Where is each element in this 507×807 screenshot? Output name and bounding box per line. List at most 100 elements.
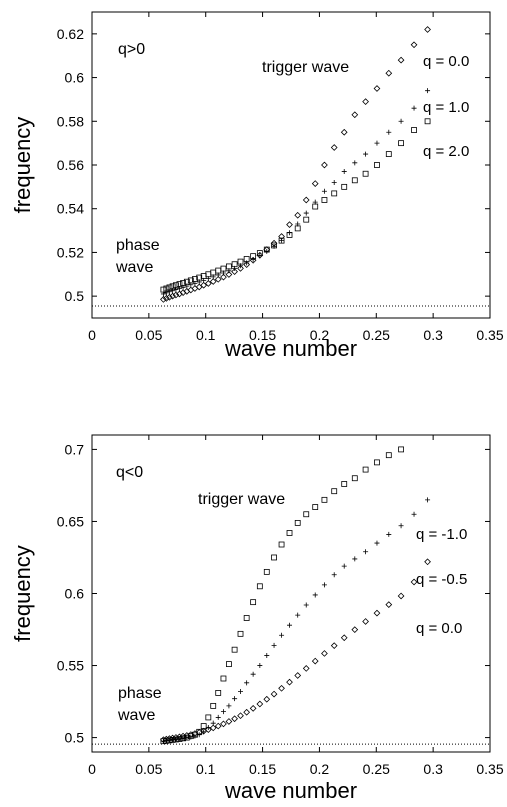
data-point-square xyxy=(398,446,404,453)
x-axis-title: wave number xyxy=(224,336,357,361)
chart-panel-q-positive: 0 0.05 0.1 0.15 0.2 0.25 0.3 0.35 0.5 0.52 0.54 0.5… xyxy=(10,11,504,361)
x-tick-label: 0.1 xyxy=(196,327,216,343)
data-point-diamond xyxy=(183,732,191,739)
plot-frame xyxy=(91,434,491,753)
x-tick-label: 0.3 xyxy=(423,761,443,777)
data-point-plus xyxy=(331,572,337,578)
data-point-square xyxy=(256,583,263,590)
data-point-plus xyxy=(331,179,337,185)
data-point-diamond xyxy=(160,736,167,744)
panel-label: q<0 xyxy=(116,464,143,481)
data-point-plus xyxy=(215,714,221,720)
data-point-square xyxy=(215,690,222,696)
y-tick-label: 0.65 xyxy=(57,513,84,529)
x-tick-label: 0.1 xyxy=(196,761,216,777)
y-tick-label: 0.52 xyxy=(57,244,84,260)
data-point-plus xyxy=(374,540,380,546)
data-point-square xyxy=(243,615,250,621)
data-point-square xyxy=(286,232,293,238)
data-point-square xyxy=(226,263,232,270)
data-point-plus xyxy=(411,511,417,517)
y-tick-label: 0.6 xyxy=(65,70,85,86)
data-point-square xyxy=(226,661,232,668)
data-point-diamond xyxy=(373,609,381,617)
data-point-square xyxy=(220,675,227,682)
x-tick-label: 0 xyxy=(88,761,96,777)
data-point-plus xyxy=(363,549,369,555)
data-point-diamond xyxy=(176,733,183,741)
data-point-plus xyxy=(238,688,244,694)
data-point-square xyxy=(183,278,190,285)
data-point-diamond xyxy=(220,720,227,728)
axis-ticks: 0 0.05 0.1 0.15 0.2 0.25 0.3 0.35 0.5 0.52 0.54 0.5… xyxy=(57,12,504,343)
y-tick-label: 0.5 xyxy=(65,730,85,746)
data-point-plus xyxy=(312,592,318,598)
data-point-plus xyxy=(425,497,431,503)
y-tick-label: 0.56 xyxy=(57,157,84,173)
data-point-diamond xyxy=(330,144,338,151)
data-point-diamond xyxy=(397,592,405,600)
data-point-diamond xyxy=(340,634,348,642)
chart-panel-q-negative: 0 0.05 0.1 0.15 0.2 0.25 0.3 0.35 0.5 0.55 0.6 0.65… xyxy=(10,434,504,803)
data-point-diamond xyxy=(294,211,302,219)
data-point-square xyxy=(303,511,310,518)
data-point-square xyxy=(160,286,167,293)
data-point-plus xyxy=(386,531,392,537)
data-point-diamond xyxy=(209,724,217,732)
data-point-diamond xyxy=(160,296,167,303)
series-label: q = 0.0 xyxy=(416,620,462,637)
y-tick-label: 0.55 xyxy=(57,658,84,674)
data-point-square xyxy=(278,541,285,548)
y-tick-label: 0.7 xyxy=(65,441,85,457)
data-point-plus xyxy=(264,248,270,254)
data-point-square xyxy=(173,282,179,289)
annotation-trigger-wave: trigger wave xyxy=(198,491,285,508)
data-point-square xyxy=(424,118,431,125)
data-point-square xyxy=(220,265,227,272)
data-point-diamond xyxy=(410,578,418,586)
x-tick-label: 0.2 xyxy=(310,327,330,343)
data-point-plus xyxy=(279,237,285,243)
data-point-diamond xyxy=(169,292,176,300)
data-point-square xyxy=(210,702,217,709)
annotation-phase-line1: phase xyxy=(118,685,162,702)
data-point-diamond xyxy=(214,722,222,730)
data-point-plus xyxy=(341,563,347,569)
data-point-diamond xyxy=(176,290,183,298)
data-point-square xyxy=(331,190,338,197)
series-label: q = 1.0 xyxy=(423,99,469,116)
data-point-square xyxy=(351,475,358,482)
x-tick-label: 0.2 xyxy=(310,761,330,777)
data-point-diamond xyxy=(362,98,369,105)
data-point-diamond xyxy=(172,734,180,741)
data-point-diamond xyxy=(214,275,222,283)
data-point-diamond xyxy=(231,715,238,723)
data-point-diamond xyxy=(270,690,278,698)
data-point-diamond xyxy=(225,271,233,278)
data-point-plus xyxy=(352,160,358,166)
data-point-plus xyxy=(341,169,347,175)
data-point-square xyxy=(163,285,170,292)
data-point-diamond xyxy=(286,678,293,686)
data-point-square xyxy=(351,177,358,184)
data-point-square xyxy=(278,237,285,244)
data-point-square xyxy=(341,183,348,190)
data-point-square xyxy=(263,568,270,575)
data-point-diamond xyxy=(321,650,328,657)
series-label: q = 0.0 xyxy=(423,53,469,70)
data-point-square xyxy=(385,151,392,157)
annotation-phase-line2: wave xyxy=(117,707,155,724)
data-point-diamond xyxy=(373,85,381,92)
data-point-diamond xyxy=(220,273,227,281)
data-point-square xyxy=(166,284,173,291)
data-point-square xyxy=(294,519,301,526)
series-label: q = -0.5 xyxy=(416,571,467,588)
data-point-square xyxy=(210,269,217,276)
data-point-square xyxy=(263,246,270,253)
data-point-diamond xyxy=(397,56,405,64)
y-tick-label: 0.58 xyxy=(57,113,84,129)
data-point-square xyxy=(180,280,186,286)
data-point-plus xyxy=(363,151,369,157)
data-points xyxy=(160,26,431,303)
